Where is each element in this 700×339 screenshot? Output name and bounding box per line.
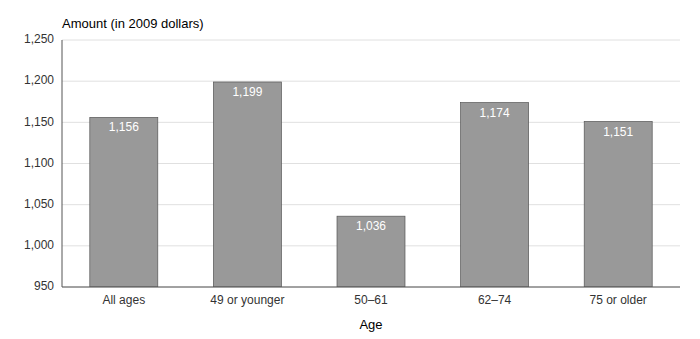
- x-tick-label: All ages: [102, 293, 145, 307]
- y-axis-label: Amount (in 2009 dollars): [62, 16, 204, 31]
- grid-line: [62, 40, 680, 41]
- bar: [337, 216, 405, 287]
- y-axis-line: [62, 40, 63, 287]
- y-tick-label: 1,250: [24, 32, 54, 46]
- grid: [62, 40, 680, 287]
- bar: [90, 117, 158, 287]
- x-axis-label: Age: [359, 317, 382, 332]
- bars: [90, 82, 652, 287]
- x-tick-label: 50–61: [354, 293, 388, 307]
- data-label: 1,174: [480, 106, 510, 120]
- x-tick-label: 49 or younger: [210, 293, 284, 307]
- data-label: 1,156: [109, 120, 139, 134]
- bar: [584, 122, 652, 287]
- x-axis-line: [62, 287, 680, 288]
- chart: 950 1,000 1,050 1,100 1,150 1,200 1,250 1,156 1,…: [0, 0, 700, 339]
- y-tick-label: 1,150: [24, 115, 54, 129]
- data-label: 1,151: [603, 125, 633, 139]
- grid-line: [62, 287, 680, 288]
- x-tick-label: 75 or older: [590, 293, 647, 307]
- data-label: 1,199: [232, 85, 262, 99]
- bar: [213, 82, 281, 287]
- x-tick-label: 62–74: [478, 293, 512, 307]
- y-tick-label: 1,050: [24, 197, 54, 211]
- y-tick-label: 1,000: [24, 238, 54, 252]
- chart-container: 950 1,000 1,050 1,100 1,150 1,200 1,250 1,156 1,…: [0, 0, 700, 339]
- y-tick-label: 1,100: [24, 156, 54, 170]
- bar: [461, 103, 529, 287]
- y-tick-label: 950: [34, 279, 54, 293]
- y-tick-label: 1,200: [24, 73, 54, 87]
- data-label: 1,036: [356, 219, 386, 233]
- grid-line: [62, 81, 680, 82]
